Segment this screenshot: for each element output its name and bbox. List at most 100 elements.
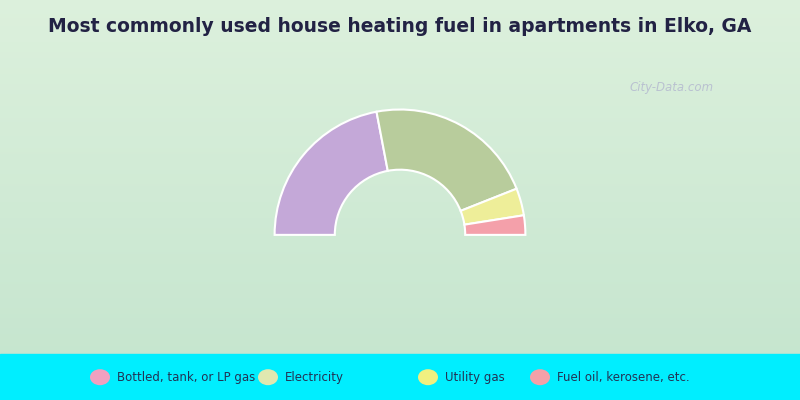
Bar (0, 308, 800, 310)
Wedge shape (274, 112, 388, 235)
Bar (0, 362, 800, 364)
Bar (0, 240, 800, 242)
Bar (0, 228, 800, 230)
Bar (0, 378, 800, 380)
Bar (0, 272, 800, 274)
Bar (0, 184, 800, 186)
Bar (0, 360, 800, 362)
Bar (0, 102, 800, 104)
Bar (0, 354, 800, 356)
Bar (0, 258, 800, 260)
Bar (0, 120, 800, 122)
Bar (0, 384, 800, 386)
Bar (0, 208, 800, 210)
Bar (0, 100, 800, 102)
Bar (0, 278, 800, 280)
Bar (0, 204, 800, 206)
Bar (0, 64, 800, 66)
Bar (0, 104, 800, 106)
Bar (0, 70, 800, 72)
Bar (0, 326, 800, 328)
Bar (0, 14, 800, 16)
Bar (0, 112, 800, 114)
Bar (0, 30, 800, 32)
Bar (0, 382, 800, 384)
Bar (0, 358, 800, 360)
Bar (0, 32, 800, 34)
Bar (0, 336, 800, 338)
Bar (0, 66, 800, 68)
Ellipse shape (530, 369, 550, 385)
Bar (0, 122, 800, 124)
Bar (0, 192, 800, 194)
Bar (0, 114, 800, 116)
Bar (0, 352, 800, 354)
Bar (0, 6, 800, 8)
Bar (0, 38, 800, 40)
Bar (0, 206, 800, 208)
Bar (0, 82, 800, 84)
Bar (0, 34, 800, 36)
Text: City-Data.com: City-Data.com (630, 82, 714, 94)
Bar (0, 234, 800, 236)
Bar (0, 296, 800, 298)
Bar (0, 242, 800, 244)
Bar (0, 76, 800, 78)
Bar (0, 260, 800, 262)
Bar (0, 338, 800, 340)
Bar (0, 364, 800, 366)
Bar (0, 48, 800, 50)
Bar (0, 318, 800, 320)
Bar (0, 266, 800, 268)
Bar (0, 306, 800, 308)
Bar (0, 142, 800, 144)
Bar (0, 58, 800, 60)
Bar (0, 148, 800, 150)
Bar (0, 372, 800, 374)
Text: Bottled, tank, or LP gas: Bottled, tank, or LP gas (117, 371, 255, 384)
Bar (0, 210, 800, 212)
Bar (0, 156, 800, 158)
Bar (0, 264, 800, 266)
Bar (0, 164, 800, 166)
Bar (0, 188, 800, 190)
Bar (0, 80, 800, 82)
Bar (0, 40, 800, 42)
Bar (0, 298, 800, 300)
Text: Electricity: Electricity (285, 371, 344, 384)
Bar (0, 42, 800, 44)
Bar (0, 136, 800, 138)
Bar (0, 230, 800, 232)
Bar (0, 380, 800, 382)
Bar (0, 342, 800, 344)
Bar (0, 10, 800, 12)
Bar (0, 98, 800, 100)
Wedge shape (464, 215, 526, 235)
Bar (0, 314, 800, 316)
Bar (0, 386, 800, 388)
Bar (0, 226, 800, 228)
Bar (0, 196, 800, 198)
Bar (0, 56, 800, 58)
Bar (0, 86, 800, 88)
Bar (0, 134, 800, 136)
Bar (0, 246, 800, 248)
Bar (0, 214, 800, 216)
Bar (0, 256, 800, 258)
Bar (0, 248, 800, 250)
Bar (0, 288, 800, 290)
Bar (0, 392, 800, 394)
Bar (0, 72, 800, 74)
Bar (0, 330, 800, 332)
Bar (0, 130, 800, 132)
Bar (0, 300, 800, 302)
Bar (0, 4, 800, 6)
Ellipse shape (258, 369, 278, 385)
Bar (0, 50, 800, 52)
Bar (0, 190, 800, 192)
Wedge shape (377, 110, 517, 211)
Bar (0, 212, 800, 214)
Bar (0, 152, 800, 154)
Bar (0, 20, 800, 22)
Bar (0, 132, 800, 134)
